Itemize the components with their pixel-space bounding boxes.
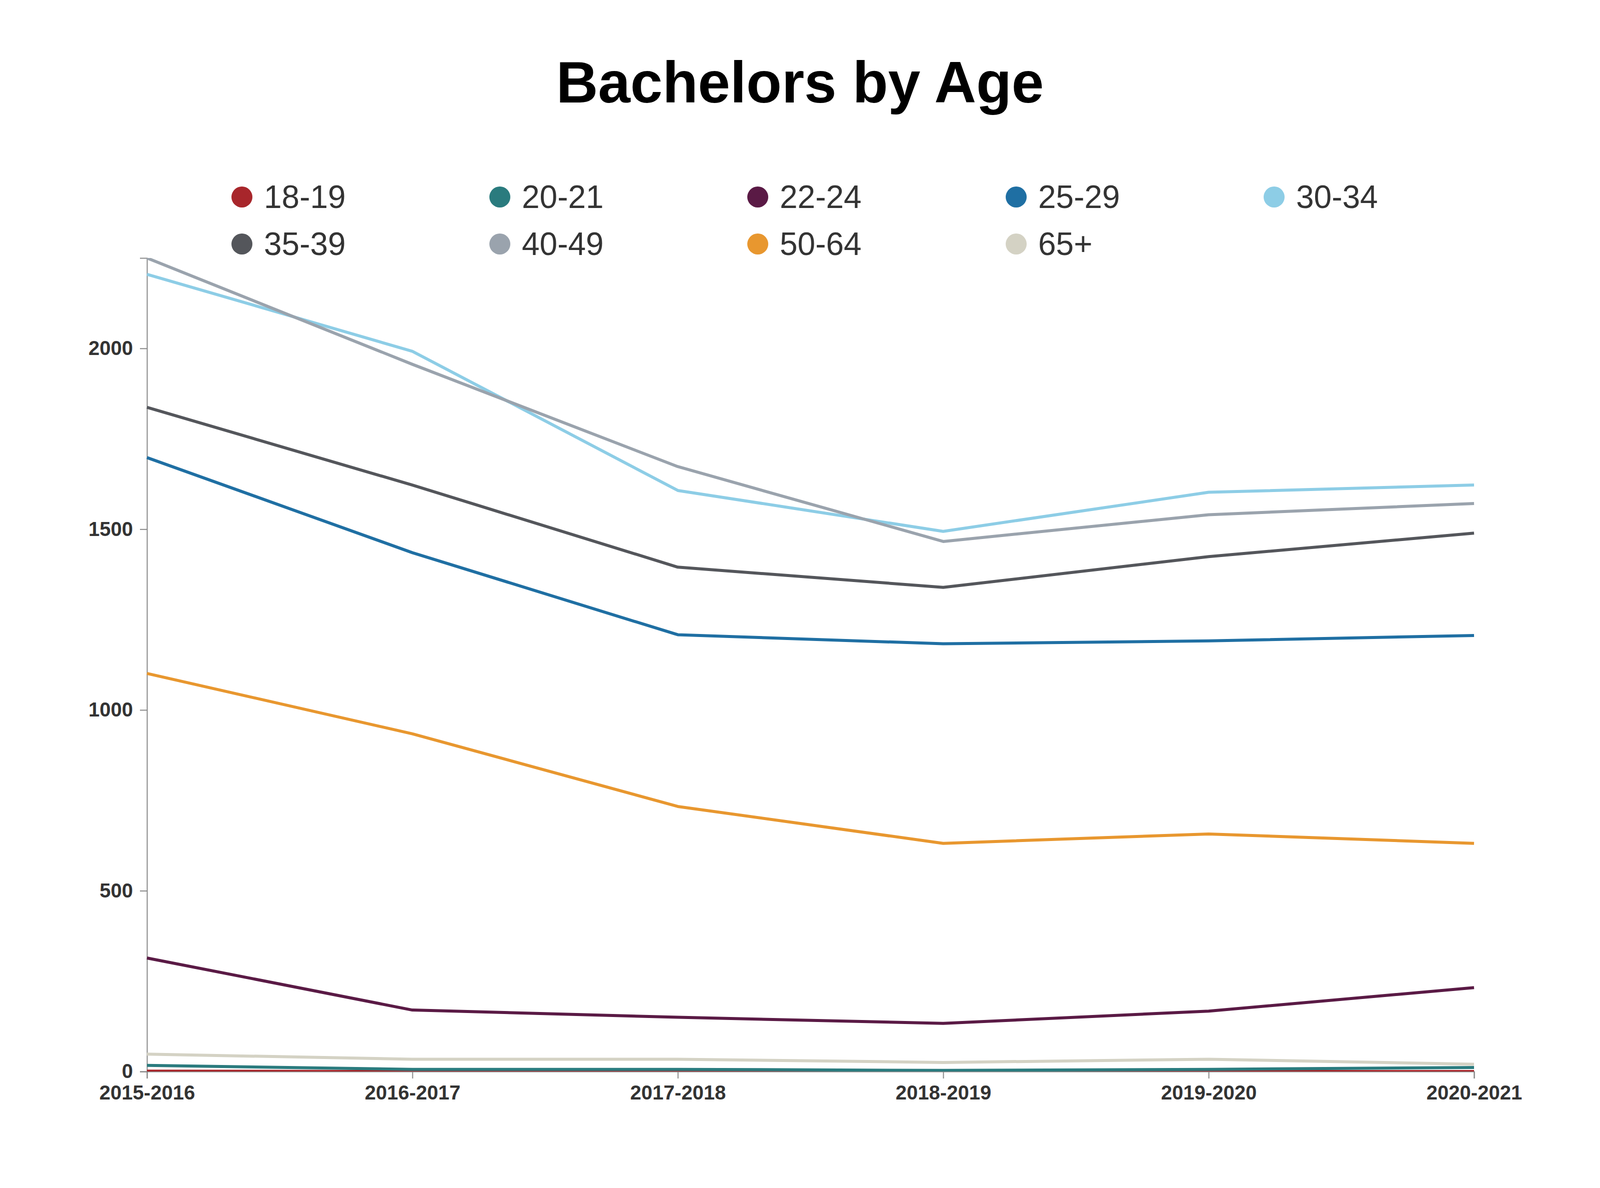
x-tick-label: 2020-2021: [1426, 1081, 1523, 1104]
y-tick-mark: [139, 709, 147, 711]
plot-area: [146, 257, 1475, 1072]
legend-item: 22-24: [747, 178, 862, 215]
title: Bachelors by Age: [556, 49, 1045, 115]
legend-marker: [1005, 186, 1027, 208]
y-tick-mark: [139, 890, 147, 892]
legend-item: 50-64: [747, 225, 862, 262]
x-tick: 2020-2021: [1426, 1071, 1523, 1104]
x-axis-line: [147, 1071, 1475, 1079]
legend-item: 30-34: [1263, 178, 1379, 215]
x-tick-label: 2018-2019: [895, 1081, 992, 1104]
x-tick: 2016-2017: [364, 1071, 461, 1104]
y-tick-mark: [139, 528, 147, 530]
legend: 18-19 20-21 22-24 25-29 30-34 35-39 40-49 50-64…: [231, 178, 1379, 262]
legend-item: 18-19: [231, 178, 346, 215]
legend-marker: [489, 233, 511, 255]
legend-marker: [1263, 186, 1285, 208]
legend-label: 20-21: [521, 178, 604, 215]
x-tick: 2017-2018: [630, 1071, 726, 1104]
y-axis-line: [139, 258, 148, 1072]
y-tick: 500: [99, 879, 147, 902]
y-tick-label: 500: [99, 879, 133, 902]
y-tick-mark: [139, 347, 147, 349]
legend-label: 35-39: [263, 225, 346, 262]
series-line: [146, 1065, 1475, 1071]
y-tick-label: 1500: [88, 517, 133, 540]
legend-marker: [231, 186, 253, 208]
legend-item: 65+: [1005, 225, 1093, 262]
legend-item: 40-49: [489, 225, 604, 262]
x-tick-label: 2019-2020: [1161, 1081, 1257, 1104]
chart: Bachelors by Age 18-19 20-21 22-24 25-29 30-3…: [0, 0, 1600, 1188]
series-line: [146, 957, 1475, 1024]
x-tick-label: 2017-2018: [630, 1081, 726, 1104]
x-tick-label: 2015-2016: [99, 1081, 195, 1104]
legend-item: 25-29: [1005, 178, 1121, 215]
series-line: [146, 257, 1475, 542]
legend-label: 50-64: [779, 225, 862, 262]
legend-label: 65+: [1038, 225, 1093, 262]
x-tick: 2018-2019: [895, 1071, 992, 1104]
legend-label: 40-49: [521, 225, 604, 262]
x-tick-mark: [943, 1071, 945, 1079]
y-tick-label: 0: [121, 1059, 133, 1082]
x-tick-mark: [1474, 1071, 1476, 1079]
series-line: [146, 673, 1475, 844]
y-tick: 1500: [88, 517, 147, 540]
legend-marker: [747, 186, 769, 208]
x-tick-mark: [146, 1071, 148, 1079]
legend-marker: [747, 233, 769, 255]
x-axis: 2015-2016 2016-2017 2017-2018 2018-2019 2019…: [99, 1071, 1523, 1104]
x-tick-mark: [412, 1071, 414, 1079]
x-tick-label: 2016-2017: [364, 1081, 461, 1104]
x-tick-mark: [1208, 1071, 1210, 1079]
y-axis: 0 500 1000 1500 2000: [88, 258, 147, 1083]
y-tick: 1000: [88, 698, 147, 721]
legend-label: 18-19: [263, 178, 346, 215]
y-tick-label: 1000: [88, 698, 133, 721]
series-line: [146, 1053, 1475, 1064]
legend-label: 25-29: [1038, 178, 1121, 215]
legend-marker: [1005, 233, 1027, 255]
y-tick: 2000: [88, 336, 147, 359]
legend-item: 20-21: [489, 178, 604, 215]
x-tick: 2015-2016: [99, 1071, 195, 1104]
legend-marker: [231, 233, 253, 255]
y-tick-label: 2000: [88, 336, 133, 359]
y-tick-mark: [139, 1071, 147, 1073]
legend-marker: [489, 186, 511, 208]
legend-label: 22-24: [779, 178, 862, 215]
x-tick: 2019-2020: [1161, 1071, 1257, 1104]
x-tick-mark: [677, 1071, 679, 1079]
series-line: [146, 407, 1475, 588]
legend-label: 30-34: [1296, 178, 1379, 215]
series-line: [146, 274, 1475, 532]
y-tick: 0: [121, 1059, 147, 1082]
legend-item: 35-39: [231, 225, 346, 262]
